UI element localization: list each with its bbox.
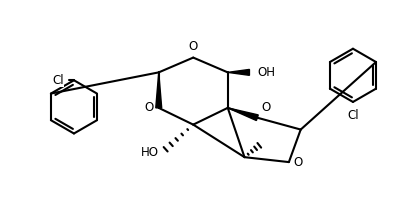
Text: Cl: Cl	[347, 109, 359, 122]
Polygon shape	[156, 72, 162, 108]
Polygon shape	[228, 69, 249, 75]
Polygon shape	[228, 108, 258, 121]
Text: Cl: Cl	[52, 74, 64, 87]
Text: HO: HO	[141, 146, 159, 159]
Text: O: O	[189, 40, 198, 53]
Text: O: O	[261, 101, 270, 114]
Text: OH: OH	[257, 66, 276, 79]
Text: O: O	[294, 156, 303, 169]
Text: O: O	[144, 101, 154, 114]
